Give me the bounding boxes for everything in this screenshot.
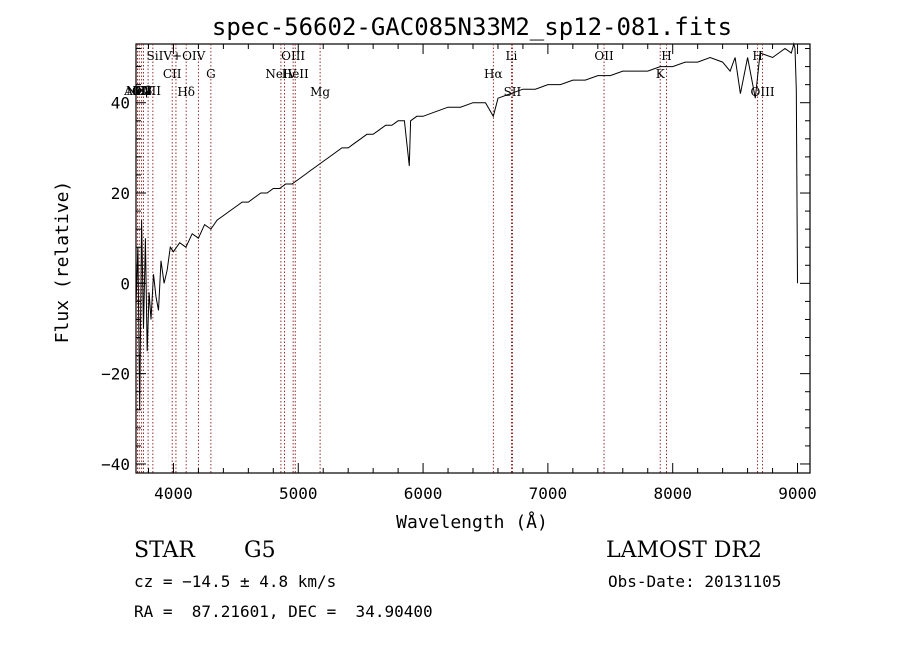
x-tick-label: 8000 bbox=[653, 484, 692, 503]
y-tick-label: −20 bbox=[101, 365, 130, 384]
x-tick-label: 6000 bbox=[404, 484, 443, 503]
plot-frame bbox=[135, 43, 811, 474]
spectral-line-label: K bbox=[656, 67, 666, 81]
x-tick-label: 7000 bbox=[529, 484, 568, 503]
spectral-line-label: Hβ bbox=[135, 84, 152, 98]
redshift-velocity: cz = −14.5 ± 4.8 km/s bbox=[134, 572, 337, 591]
spectral-line-label: H bbox=[752, 49, 762, 63]
spectral-line-label: CaII bbox=[135, 84, 161, 98]
spectral-line-label: NeIV bbox=[265, 67, 296, 81]
spectral-line-label: AlIII bbox=[123, 84, 151, 98]
spectral-line-label: Mg bbox=[310, 85, 330, 99]
y-tick-label: 40 bbox=[111, 94, 130, 113]
y-axis: −40 −20 0 20 40 bbox=[101, 48, 810, 474]
spectral-line-label: G bbox=[206, 67, 216, 81]
chart-title: spec-56602-GAC085N33M2_sp12-081.fits bbox=[212, 13, 732, 41]
coordinates: RA = 87.21601, DEC = 34.90400 bbox=[134, 602, 433, 621]
x-tick-label: 4000 bbox=[154, 484, 193, 503]
spectral-line-markers bbox=[137, 44, 764, 473]
spectral-line-label: Hα bbox=[484, 67, 503, 81]
spectral-line-label: HeII bbox=[282, 67, 309, 81]
x-tick-label: 5000 bbox=[279, 484, 318, 503]
object-class: STAR bbox=[134, 538, 195, 563]
survey-name: LAMOST DR2 bbox=[606, 538, 762, 563]
y-tick-label: 20 bbox=[111, 184, 130, 203]
spectral-line-label: OIII bbox=[281, 49, 305, 63]
observation-date: Obs-Date: 20131105 bbox=[608, 572, 782, 591]
x-axis: 4000 5000 6000 7000 8000 9000 bbox=[147, 44, 817, 503]
spectral-line-label: Hδ bbox=[177, 85, 195, 99]
y-tick-label: −40 bbox=[101, 455, 130, 474]
spectral-line-label: SiIV+OIV bbox=[147, 49, 206, 63]
spectral-line-label: CII bbox=[163, 67, 182, 81]
spectral-line-label: H bbox=[661, 49, 671, 63]
y-axis-label: Flux (relative) bbox=[52, 181, 73, 344]
y-tick-label: 0 bbox=[120, 274, 130, 293]
x-axis-label: Wavelength (Å) bbox=[396, 511, 548, 533]
spectral-line-label: OII bbox=[132, 84, 152, 98]
x-tick-label: 9000 bbox=[778, 484, 817, 503]
spectral-line-label: OII bbox=[594, 49, 614, 63]
spectral-line-label: Li bbox=[506, 49, 518, 63]
object-subclass: G5 bbox=[244, 538, 276, 563]
spectral-line-label: NeV bbox=[126, 84, 153, 98]
spectral-line-label: SII bbox=[504, 85, 522, 99]
spectrum-line bbox=[135, 42, 798, 410]
